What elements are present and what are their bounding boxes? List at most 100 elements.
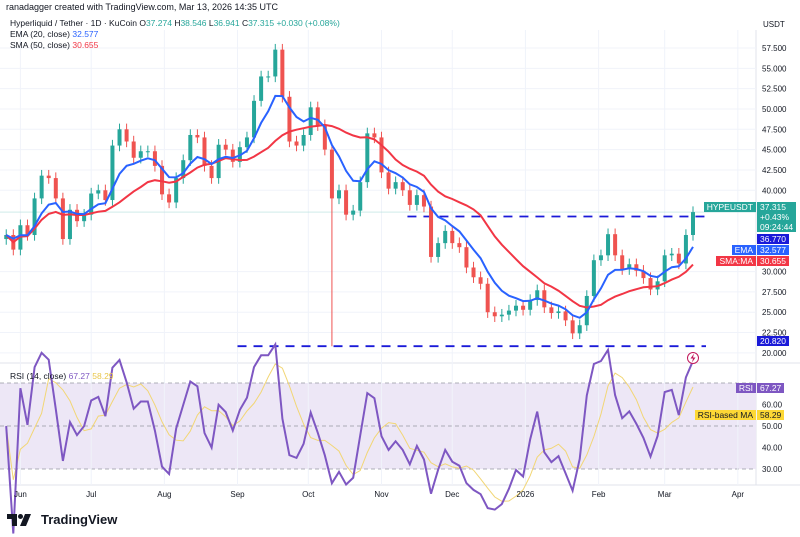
candle-body — [209, 165, 214, 179]
candle-body — [344, 190, 349, 215]
price-tick-label: 47.500 — [762, 125, 787, 134]
rsi-line — [5, 341, 694, 534]
candle-body — [691, 212, 695, 235]
candle-body — [188, 134, 193, 161]
candle-body — [485, 283, 490, 313]
rsi-legend[interactable]: RSI (14, close) 67.27 58.29 — [10, 371, 114, 381]
support-level-tag: 20.820 — [757, 336, 789, 346]
candle-body — [244, 137, 249, 148]
candle-body — [202, 137, 207, 166]
rsi-ma-legend-value: 58.29 — [92, 371, 114, 381]
ema-legend-value: 32.577 — [72, 29, 99, 39]
candle-body — [145, 151, 150, 153]
candle-body — [124, 129, 129, 142]
candle-body — [294, 141, 299, 146]
candle-body — [683, 234, 688, 264]
candle-body — [252, 100, 257, 138]
candle-body — [181, 160, 186, 179]
candle-body — [67, 209, 72, 240]
close-label: C — [241, 18, 249, 28]
high-label: H — [174, 18, 181, 28]
candle-body — [676, 253, 681, 264]
candle-body — [273, 49, 278, 77]
candle-body — [429, 206, 434, 257]
rsi-tick-label: 60.00 — [762, 401, 783, 410]
candle-body — [393, 182, 398, 189]
last-price: 37.315 — [760, 202, 786, 212]
open-label: O — [139, 18, 146, 28]
candle-body — [570, 320, 575, 334]
candle-body — [358, 182, 363, 211]
candle-body — [563, 311, 568, 321]
candle-body — [103, 190, 108, 201]
rsi-tick-label: 50.00 — [762, 422, 783, 431]
moving-averages — [5, 94, 694, 319]
candle-body — [46, 175, 51, 179]
candle-body — [598, 255, 603, 261]
candle-body — [421, 195, 426, 207]
resistance-level-tag: 36.770 — [757, 234, 789, 244]
candle-body — [53, 178, 58, 199]
sma-label-tag: SMA:MA — [716, 256, 756, 266]
candle-body — [577, 325, 582, 334]
candle-body — [337, 190, 341, 199]
low-value: 36.941 — [213, 18, 240, 28]
candle-body — [174, 178, 179, 203]
rsi-tick-label: 40.00 — [762, 444, 783, 453]
chart-legend: Hyperliquid / Tether · 1D · KuCoin O37.2… — [10, 18, 340, 51]
candle-body — [542, 290, 547, 308]
candle-body — [662, 255, 667, 282]
tradingview-logo-text: TradingView — [41, 512, 118, 527]
ema-label-tag: EMA — [731, 245, 756, 255]
ema-legend-row[interactable]: EMA (20, close) 32.577 — [10, 29, 340, 40]
candle-body — [259, 76, 264, 101]
bar-countdown: 09:24:44 — [760, 222, 794, 232]
symbol-legend-row[interactable]: Hyperliquid / Tether · 1D · KuCoin O37.2… — [10, 18, 340, 29]
ema-line — [5, 94, 694, 319]
time-tick-label: Jun — [14, 490, 27, 499]
tradingview-logo[interactable]: TradingView — [7, 512, 117, 527]
candle-body — [386, 172, 391, 189]
candle-body — [648, 278, 653, 290]
candles — [4, 43, 695, 347]
symbol-tag-label: HYPEUSDT — [706, 202, 753, 212]
candle-body — [528, 300, 533, 310]
change-value: +0.030 (+0.08%) — [276, 18, 340, 28]
candle-body — [287, 96, 292, 142]
candle-body — [266, 76, 271, 78]
tradingview-logo-icon — [7, 513, 31, 526]
open-value: 37.274 — [145, 18, 172, 28]
price-change-pct: +0.43% — [760, 212, 790, 222]
candle-body — [414, 195, 419, 205]
candle-body — [606, 234, 611, 256]
rsi-ma-value-tag: 58.29 — [757, 410, 785, 420]
candle-body — [379, 137, 384, 173]
candle-body — [301, 134, 306, 146]
ema-legend-label: EMA (20, close) — [10, 29, 70, 39]
alert-lightning-icon[interactable] — [687, 352, 699, 364]
candle-body — [96, 190, 101, 194]
candle-body — [535, 290, 540, 301]
candle-body — [620, 255, 625, 270]
candle-body — [138, 151, 143, 158]
candle-body — [167, 194, 172, 203]
price-tick-label: 52.500 — [762, 85, 787, 94]
candle-body — [230, 149, 235, 162]
candle-body — [280, 49, 285, 97]
candle-body — [329, 149, 334, 199]
price-tick-label: 20.000 — [762, 349, 787, 358]
sma-legend-value: 30.655 — [72, 40, 99, 50]
sma-legend-row[interactable]: SMA (50, close) 30.655 — [10, 40, 340, 51]
currency-label: USDT — [763, 20, 785, 29]
candle-body — [407, 190, 412, 205]
candle-body — [499, 314, 504, 317]
last-price-tag: 37.315 +0.43% 09:24:44 — [757, 202, 797, 232]
candle-body — [506, 310, 511, 315]
price-tick-label: 27.500 — [762, 288, 787, 297]
grid — [0, 30, 800, 486]
close-value: 37.315 — [248, 18, 275, 28]
candle-body — [89, 193, 94, 215]
rsi-ma-label-tag: RSI-based MA — [694, 410, 756, 420]
symbol-title: Hyperliquid / Tether · 1D · KuCoin — [10, 18, 137, 28]
